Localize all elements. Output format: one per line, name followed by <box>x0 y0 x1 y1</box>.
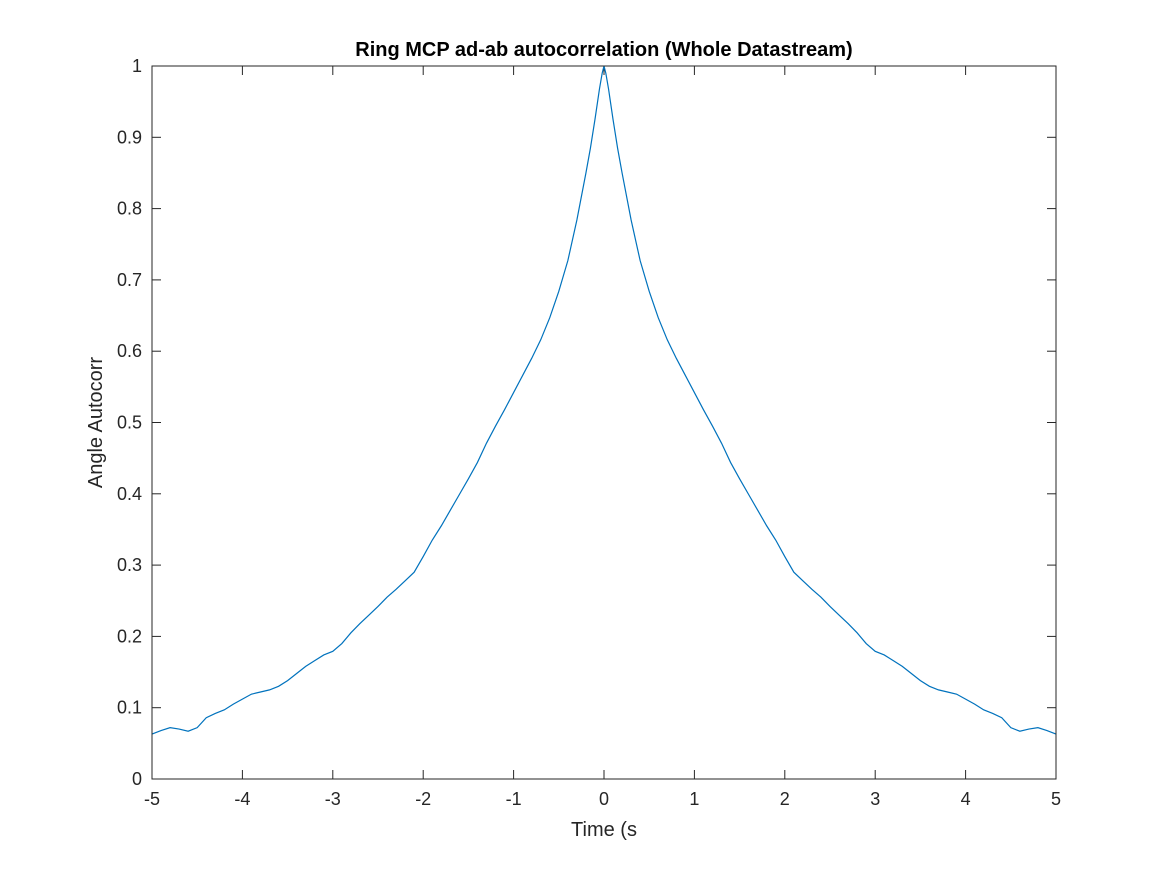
y-tick-label: 0.4 <box>117 484 142 504</box>
x-tick-label: 2 <box>780 789 790 809</box>
axes-box <box>151 65 1057 780</box>
chart-title: Ring MCP ad-ab autocorrelation (Whole Da… <box>355 39 852 61</box>
x-tick-label: -2 <box>415 789 431 809</box>
y-tick-label: 0.3 <box>117 555 142 575</box>
x-tick-label: 1 <box>689 789 699 809</box>
x-tick-label: 5 <box>1051 789 1061 809</box>
y-tick-label: 0.1 <box>117 698 142 718</box>
x-tick-label: -4 <box>234 789 250 809</box>
y-tick-labels: 0 0.1 0.2 0.3 0.4 0.5 0.6 0.7 0.8 0.9 1 <box>117 56 142 789</box>
y-axis-label: Angle Autocorr <box>85 357 107 489</box>
y-tick-label: 0.8 <box>117 199 142 219</box>
y-tick-label: 0.9 <box>117 127 142 147</box>
y-tick-label: 0.7 <box>117 270 142 290</box>
y-tick-label: 0.2 <box>117 626 142 646</box>
x-tick-label: -1 <box>506 789 522 809</box>
x-tick-labels: -5 -4 -3 -2 -1 0 1 2 3 4 5 <box>144 789 1061 809</box>
x-tick-label: -3 <box>325 789 341 809</box>
x-tick-label: 3 <box>870 789 880 809</box>
y-tick-label: 0.5 <box>117 413 142 433</box>
x-axis-label: Time (s <box>571 819 637 841</box>
plot-area <box>152 66 1056 779</box>
y-tick-label: 0.6 <box>117 341 142 361</box>
y-tick-label: 0 <box>132 769 142 789</box>
x-tick-label: 0 <box>599 789 609 809</box>
x-tick-label: -5 <box>144 789 160 809</box>
y-tick-label: 1 <box>132 56 142 76</box>
x-tick-label: 4 <box>961 789 971 809</box>
